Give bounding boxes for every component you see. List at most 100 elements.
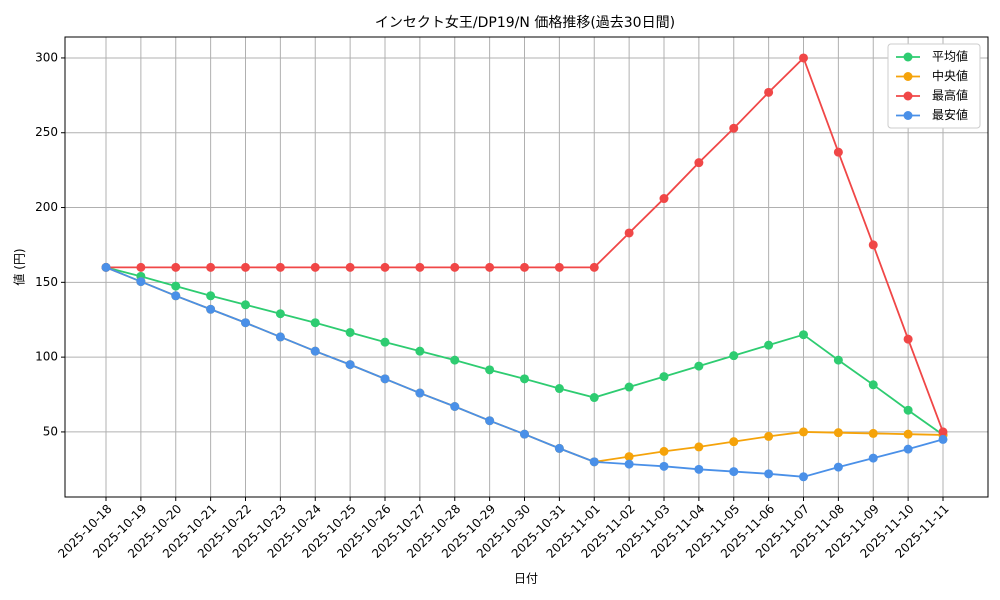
- data-point: [659, 446, 669, 456]
- data-point: [206, 291, 216, 301]
- data-point: [799, 53, 808, 63]
- data-point: [938, 427, 948, 437]
- data-point: [694, 442, 704, 452]
- data-point: [903, 429, 913, 439]
- data-point: [310, 346, 320, 356]
- data-point: [799, 472, 808, 482]
- y-tick-label: 200: [35, 200, 58, 214]
- data-point: [241, 262, 250, 272]
- data-point: [310, 318, 320, 328]
- data-point: [764, 469, 774, 479]
- data-point: [624, 382, 634, 392]
- legend-marker: [903, 111, 913, 120]
- data-point: [380, 374, 390, 384]
- legend-marker: [903, 72, 913, 81]
- data-point: [938, 434, 948, 444]
- y-tick-label: 50: [43, 424, 58, 438]
- data-point: [729, 467, 739, 477]
- data-point: [868, 240, 878, 250]
- data-point: [868, 453, 878, 463]
- legend-box: [887, 43, 981, 129]
- data-point: [485, 262, 495, 272]
- data-point: [450, 401, 460, 411]
- data-point: [799, 427, 808, 437]
- data-point: [241, 318, 250, 328]
- data-point: [345, 360, 355, 370]
- data-point: [554, 384, 564, 394]
- data-point: [624, 228, 634, 238]
- data-point: [554, 443, 564, 453]
- data-point: [833, 428, 843, 438]
- data-point: [729, 351, 739, 361]
- data-point: [799, 330, 808, 340]
- data-point: [171, 291, 181, 301]
- data-point: [171, 262, 181, 272]
- data-point: [659, 194, 669, 204]
- data-point: [241, 300, 250, 310]
- data-point: [624, 452, 634, 462]
- data-point: [520, 429, 529, 439]
- data-point: [833, 462, 843, 472]
- data-point: [729, 437, 739, 447]
- data-point: [659, 372, 669, 382]
- data-point: [589, 393, 599, 403]
- data-point: [485, 365, 495, 375]
- data-point: [903, 334, 913, 344]
- data-point: [833, 355, 843, 365]
- legend-label: 中央値: [932, 68, 968, 83]
- data-point: [171, 281, 181, 291]
- data-point: [903, 444, 913, 454]
- data-point: [694, 464, 704, 474]
- data-point: [275, 262, 285, 272]
- data-point: [136, 277, 146, 287]
- data-point: [380, 337, 390, 347]
- data-point: [275, 332, 285, 342]
- x-axis-label: 日付: [514, 572, 538, 586]
- data-point: [520, 374, 529, 384]
- data-point: [345, 327, 355, 337]
- data-point: [694, 361, 704, 371]
- data-point: [485, 416, 495, 426]
- data-point: [659, 461, 669, 471]
- data-point: [589, 457, 599, 467]
- y-tick-label: 250: [35, 125, 58, 139]
- data-point: [380, 262, 390, 272]
- data-point: [764, 340, 774, 350]
- data-point: [206, 262, 216, 272]
- data-point: [415, 346, 425, 356]
- data-point: [450, 262, 460, 272]
- data-point: [694, 158, 704, 168]
- legend-label: 最安値: [932, 107, 968, 122]
- data-point: [345, 262, 355, 272]
- data-point: [310, 262, 320, 272]
- data-point: [589, 262, 599, 272]
- y-tick-label: 300: [35, 50, 58, 64]
- legend-label: 最高値: [932, 88, 968, 103]
- data-point: [833, 147, 843, 157]
- data-point: [136, 262, 146, 272]
- data-point: [624, 459, 634, 469]
- legend-marker: [903, 91, 913, 101]
- data-point: [729, 123, 739, 133]
- y-axis-label: 値 (円): [12, 248, 27, 285]
- data-point: [101, 262, 111, 272]
- data-point: [868, 428, 878, 438]
- data-point: [415, 388, 425, 398]
- legend-marker: [903, 52, 913, 62]
- data-point: [450, 355, 460, 365]
- data-point: [903, 405, 913, 415]
- plot-frame: [64, 36, 989, 498]
- data-point: [764, 431, 774, 441]
- legend-label: 平均値: [932, 49, 968, 64]
- y-tick-label: 150: [35, 275, 58, 289]
- data-point: [868, 380, 878, 390]
- data-point: [275, 309, 285, 319]
- data-point: [520, 262, 529, 272]
- chart-title: インセクト女王/DP19/N 価格推移(過去30日間): [375, 14, 675, 31]
- data-point: [764, 87, 774, 97]
- y-tick-label: 100: [35, 350, 58, 364]
- data-point: [415, 262, 425, 272]
- data-point: [554, 262, 564, 272]
